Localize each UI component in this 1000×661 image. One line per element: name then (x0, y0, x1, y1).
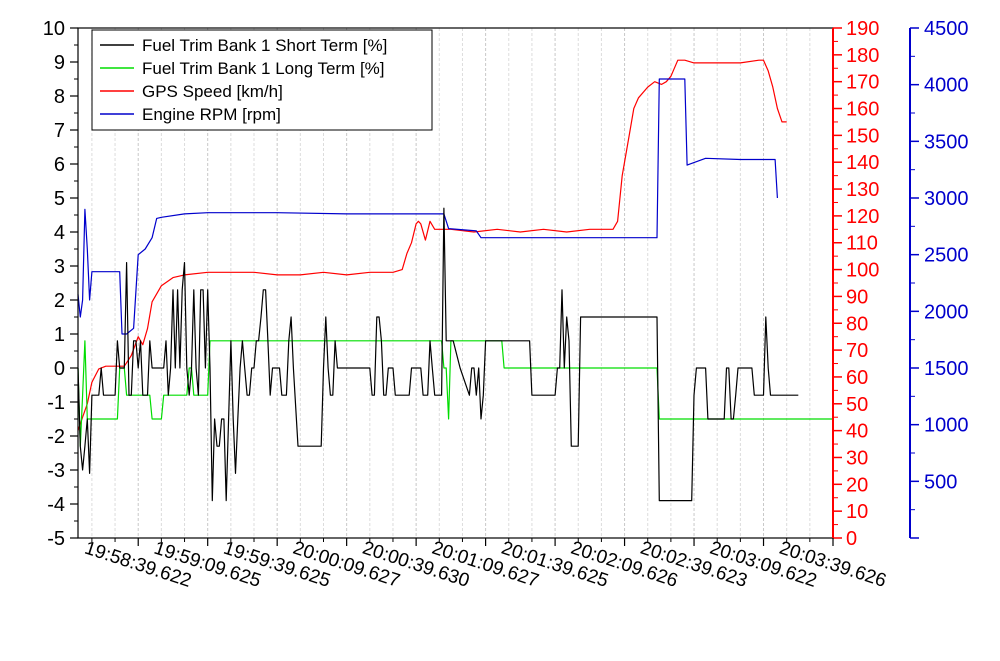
speed-tick-label: 50 (846, 394, 868, 416)
left-tick-label: 6 (54, 154, 65, 176)
speed-tick-label: 170 (846, 72, 879, 94)
speed-tick-label: 80 (846, 313, 868, 335)
rpm-tick-label: 4500 (924, 18, 969, 40)
speed-tick-label: 140 (846, 152, 879, 174)
series-line-3 (77, 78, 778, 335)
series-line-2 (77, 59, 787, 431)
legend-label: Fuel Trim Bank 1 Long Term [%] (142, 59, 385, 78)
speed-y-axis: 0 10 20 30 40 50 60 70 80 90 100 110 120 130 140 150 160… (832, 18, 879, 550)
legend-box (91, 29, 433, 131)
rpm-tick-label: 4000 (924, 75, 969, 97)
left-y-axis: -5 -4 -3 -2 -1 0 1 2 3 4 5 6 7 8 9 10 (43, 18, 78, 550)
legend-label: GPS Speed [km/h] (142, 82, 283, 101)
speed-tick-label: 30 (846, 447, 868, 469)
speed-tick-label: 90 (846, 286, 868, 308)
left-tick-label: -1 (47, 392, 65, 414)
speed-tick-label: 100 (846, 260, 879, 282)
rpm-tick-label: 2000 (924, 301, 969, 323)
left-tick-label: 1 (54, 324, 65, 346)
rpm-tick-label: 500 (924, 471, 957, 493)
speed-tick-label: 110 (846, 233, 878, 255)
speed-tick-label: 120 (846, 206, 879, 228)
speed-tick-label: 150 (846, 125, 879, 147)
speed-tick-label: 190 (846, 18, 879, 40)
left-tick-label: 9 (54, 52, 65, 74)
legend-label: Engine RPM [rpm] (142, 105, 281, 124)
speed-tick-label: 10 (846, 501, 868, 523)
speed-tick-label: 40 (846, 421, 868, 443)
speed-tick-label: 160 (846, 99, 879, 121)
speed-tick-label: 130 (846, 179, 879, 201)
left-tick-label: -3 (47, 460, 65, 482)
rpm-tick-label: 1500 (924, 358, 969, 380)
left-tick-label: 3 (54, 256, 65, 278)
series-lines (77, 59, 833, 502)
rpm-tick-label: 3000 (924, 188, 969, 210)
rpm-y-axis: 500 1000 1500 2000 2500 3000 3500 4000 4500 (909, 18, 969, 539)
rpm-tick-label: 2500 (924, 245, 969, 267)
rpm-tick-label: 1000 (924, 415, 969, 437)
left-tick-label: 7 (54, 120, 65, 142)
speed-tick-label: 0 (846, 528, 857, 550)
speed-tick-label: 20 (846, 474, 868, 496)
left-tick-label: -4 (47, 494, 65, 516)
speed-tick-label: 180 (846, 45, 879, 67)
legend-label: Fuel Trim Bank 1 Short Term [%] (142, 36, 387, 55)
left-tick-label: 10 (43, 18, 65, 40)
left-tick-label: 0 (54, 358, 65, 380)
left-tick-label: 4 (54, 222, 65, 244)
left-tick-label: 2 (54, 290, 65, 312)
legend: Fuel Trim Bank 1 Short Term [%] Fuel Trim… (91, 29, 433, 131)
speed-tick-label: 70 (846, 340, 868, 362)
left-tick-label: -2 (47, 426, 65, 448)
rpm-tick-label: 3500 (924, 131, 969, 153)
left-tick-label: 8 (54, 86, 65, 108)
speed-tick-label: 60 (846, 367, 868, 389)
series-line-0 (77, 207, 799, 502)
left-tick-label: -5 (47, 528, 65, 550)
left-tick-label: 5 (54, 188, 65, 210)
